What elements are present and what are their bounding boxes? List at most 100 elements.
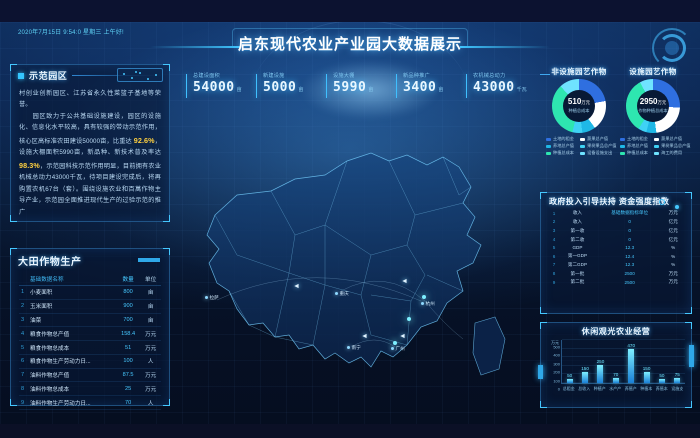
city-dot-icon [205, 296, 208, 300]
table-row[interactable]: 5 粮食作物总成本 51 万元 [19, 340, 161, 355]
row-index: 3 [552, 228, 556, 234]
legend-label: 设备设施支出 [587, 150, 613, 155]
donut-charts-row: 非设施园艺作物 510万元 种植总成本 土地的租金 蔬果总产值 养地总产值 果树果品总产值种… [540, 64, 692, 156]
row-index: 5 [19, 340, 28, 355]
x-tick-label: 养殖本 [655, 385, 668, 391]
row-name: 第二GDP [567, 261, 588, 267]
row-unit: % [671, 262, 676, 268]
crop-table: 基础数据名称 数量 单位 1 小麦面积 800 亩 2 玉米面积 900 亩 3 油菜 700 亩 4 粮… [19, 272, 161, 411]
row-index: 4 [552, 237, 556, 243]
kpi-label: 农机械总动力 [473, 73, 506, 79]
map-city-label[interactable]: 拉萨 [205, 295, 219, 301]
bar-group[interactable]: 470 [627, 340, 636, 383]
legend-swatch [620, 137, 625, 141]
bar-value-label: 70 [613, 371, 619, 377]
row-name: 第一批 [570, 270, 585, 276]
table-row[interactable]: 9 油料作物生产劳动力日... 70 人 [19, 395, 161, 411]
legend-item: 土地的租金 [546, 136, 578, 142]
corner-tr [163, 64, 170, 71]
right-tab-decoration [689, 345, 694, 367]
table-row[interactable]: 2 玉米面积 900 亩 [19, 299, 161, 314]
bar[interactable] [597, 365, 604, 383]
intro-paragraph-2b: ，设施大棚面积5990亩，新品种、新技术普及率达 [19, 137, 161, 157]
map-city-label[interactable]: 杭州 [421, 301, 435, 307]
table-row[interactable]: 1 小麦面积 800 亩 [19, 285, 161, 300]
government-table-wrapper: 1 收入 基础数据指标单位 万元 2 收入 0 亿元 3 第一收 0 亿元 4 第二收 0 亿元 5 GDP 12.… [541, 209, 691, 287]
kpi-stat: 设施大棚 5990 亩 [326, 72, 396, 102]
row-index: 3 [19, 313, 28, 328]
ring-decoration-outer [652, 28, 692, 68]
bar[interactable] [658, 379, 665, 383]
row-name: 粮食作物生产劳动力日... [28, 354, 116, 369]
bar[interactable] [674, 377, 681, 383]
top-letterbox-bar [0, 0, 700, 22]
corner-bl [540, 401, 547, 408]
row-index: 4 [19, 326, 28, 342]
table-row[interactable]: 3 第一收 0 亿元 [549, 226, 683, 235]
horticulture-donut-panel: 非设施园艺作物 510万元 种植总成本 土地的租金 蔬果总产值 养地总产值 果树果品总产值种… [540, 64, 692, 182]
legend-swatch [654, 144, 660, 148]
bar[interactable] [643, 372, 650, 383]
bar-group[interactable]: 70 [611, 340, 620, 383]
kpi-unit: 亩 [236, 87, 242, 93]
bar-group[interactable]: 50 [657, 340, 666, 383]
x-tick-label: 水产产 [609, 385, 622, 391]
corner-tr [685, 322, 692, 329]
y-tick-label: 0 [557, 386, 560, 392]
corner-bl [10, 215, 17, 222]
row-unit: 亩 [140, 299, 161, 314]
bar-group[interactable]: 75 [673, 340, 682, 383]
bar-group[interactable]: 150 [642, 340, 651, 383]
table-row[interactable]: 7 油料作物总产值 87.5 万元 [19, 368, 161, 383]
map-hotspot[interactable] [422, 295, 426, 299]
map-hotspot[interactable] [407, 317, 411, 321]
legend-label: 养地总产值 [627, 143, 648, 148]
table-row[interactable]: 4 第二收 0 亿元 [549, 235, 683, 244]
gridline [562, 356, 685, 358]
row-name: 第一收 [570, 227, 585, 233]
kpi-value-row: 54000 亩 [193, 80, 256, 95]
table-row[interactable]: 2 收入 0 亿元 [549, 218, 683, 227]
legend-item: 设备设施支出 [580, 150, 612, 156]
bar[interactable] [566, 379, 573, 383]
panel-edge-decoration [540, 74, 550, 75]
kpi-label: 设施大棚 [333, 73, 355, 79]
kpi-value-row: 43000 千瓦 [473, 80, 536, 95]
x-tick-label: 总收入 [578, 385, 591, 391]
row-qty: 800 [115, 285, 141, 300]
row-qty: 900 [115, 299, 141, 314]
table-row[interactable]: 1 收入 基础数据指标单位 万元 [549, 209, 683, 218]
corner-bl [540, 307, 547, 314]
bar-group[interactable]: 50 [565, 340, 574, 383]
table-row[interactable]: 7 第二GDP 12.3% [549, 260, 683, 269]
legend-item: 土地的租金 [620, 136, 652, 142]
map-hotspot[interactable] [393, 341, 397, 345]
table-row[interactable]: 6 粮食作物生产劳动力日... 100 人 [19, 354, 161, 369]
map-city-label[interactable]: 重庆 [335, 291, 349, 297]
table-row[interactable]: 9 第二批 2500 万元 [549, 278, 683, 287]
bar-group[interactable]: 250 [596, 340, 605, 383]
table-row[interactable]: 8 第一批 2500 万元 [549, 269, 683, 278]
bar[interactable] [612, 377, 619, 383]
table-row[interactable]: 3 油菜 700 亩 [19, 313, 161, 328]
donut-caption: 种植总成本 [568, 107, 590, 113]
bar[interactable] [628, 349, 635, 383]
x-tick-label: 种植产 [593, 385, 606, 391]
kpi-unit: 亩 [438, 87, 444, 93]
legend-label: 果树果品总产值 [587, 143, 617, 148]
table-row[interactable]: 6 第一GDP 12.4% [549, 252, 683, 261]
row-name: 油料作物生产劳动力日... [28, 395, 116, 411]
x-tick-label: 总租金 [562, 385, 575, 391]
kpi-label: 总建设面积 [193, 73, 220, 79]
map-city-label[interactable]: 广州 [391, 346, 405, 352]
table-row[interactable]: 4 粮食作物总产值 158.4 万元 [19, 326, 161, 342]
col-qty: 数量 [115, 272, 141, 286]
bar-group[interactable]: 150 [581, 340, 590, 383]
table-row[interactable]: 5 GDP 12.3% [549, 244, 683, 252]
legend-swatch [546, 151, 551, 155]
chart-title: 休闲观光农业经营 [581, 327, 651, 336]
map-city-label[interactable]: 南宁 [347, 345, 361, 351]
table-row[interactable]: 8 油料作物总成本 25 万元 [19, 381, 161, 397]
bar[interactable] [582, 372, 589, 383]
china-map[interactable]: 拉萨 重庆 杭州 南宁 广州 ◄ ◄ ◄ ◄ [175, 95, 535, 415]
